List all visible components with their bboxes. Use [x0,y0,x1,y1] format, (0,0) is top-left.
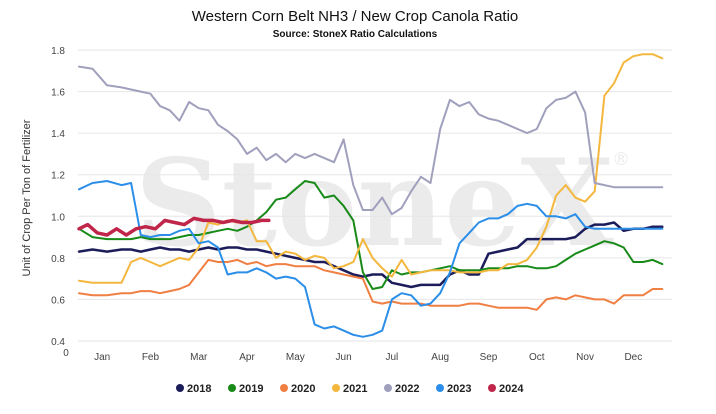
x-tick-label: Sep [480,352,498,363]
series-line-2023 [78,180,664,338]
legend-item-2020[interactable]: 2020 [280,383,315,395]
x-tick-label: Oct [529,352,545,363]
chart-title: Western Corn Belt NH3 / New Crop Canola … [192,8,519,25]
legend-item-2018[interactable]: 2018 [176,383,211,395]
x-tick-label: Feb [142,352,160,363]
chart-subtitle: Source: StoneX Ratio Calculations [273,29,438,40]
legend-marker [228,384,236,392]
series-line-2022 [78,65,664,216]
legend-item-2022[interactable]: 2022 [384,383,419,395]
series-line-2018 [77,221,664,289]
series-line-2024 [77,216,271,237]
legend-marker [176,384,184,392]
legend-label: 2021 [343,383,367,395]
watermark-registered-mark: ® [612,149,630,170]
series-line-2019 [78,180,664,290]
x-tick-label: Nov [576,352,594,363]
legend-label: 2023 [447,383,471,395]
legend-marker [488,384,496,392]
x-tick-label: Dec [624,352,642,363]
legend-item-2021[interactable]: 2021 [332,383,367,395]
legend-marker [384,384,392,392]
y-tick-label: 0.8 [51,254,65,265]
legend-item-2024[interactable]: 2024 [488,383,524,395]
legend-item-2019[interactable]: 2019 [228,383,263,395]
x-axis-ticks: Jan Feb Mar Apr May Jun Jul Aug Sep Oct Nov Dec [94,352,642,363]
series-line-2020 [78,258,664,311]
y-tick-label: 1.2 [51,171,65,182]
legend[interactable]: 2018 2019 2020 2021 2022 2023 2024 [176,383,524,395]
legend-label: 2024 [499,383,524,395]
legend-label: 2018 [187,383,211,395]
y-tick-label: 1.8 [51,46,65,57]
legend-marker [436,384,444,392]
x-tick-label: Mar [190,352,208,363]
series-lines [77,53,664,338]
legend-item-2023[interactable]: 2023 [436,383,471,395]
x-tick-label: Jun [336,352,352,363]
series-line-2021 [78,53,664,284]
y-tick-label: 0.6 [51,295,65,306]
y-tick-label: 1.4 [51,129,65,140]
x-tick-label: Apr [239,352,255,363]
legend-label: 2020 [291,383,315,395]
x-tick-label: Aug [431,352,449,363]
legend-marker [280,384,288,392]
x-tick-label: Jul [386,352,399,363]
y-tick-label: 0.4 [51,337,65,348]
x-axis-zero-label: 0 [63,348,69,359]
x-tick-label: May [286,352,305,363]
y-axis-label: Unit of Crop Per Ton of Fertilizer [21,119,33,276]
x-tick-label: Jan [94,352,110,363]
watermark-text: StoneX [135,133,614,274]
y-axis-ticks: 0.4 0.6 0.8 1.0 1.2 1.4 1.6 1.8 [51,46,65,348]
legend-marker [332,384,340,392]
legend-label: 2019 [239,383,263,395]
y-tick-label: 1.6 [51,88,65,99]
legend-label: 2022 [395,383,419,395]
stonex-watermark: StoneX ® [135,133,630,274]
y-tick-label: 1.0 [51,212,65,223]
